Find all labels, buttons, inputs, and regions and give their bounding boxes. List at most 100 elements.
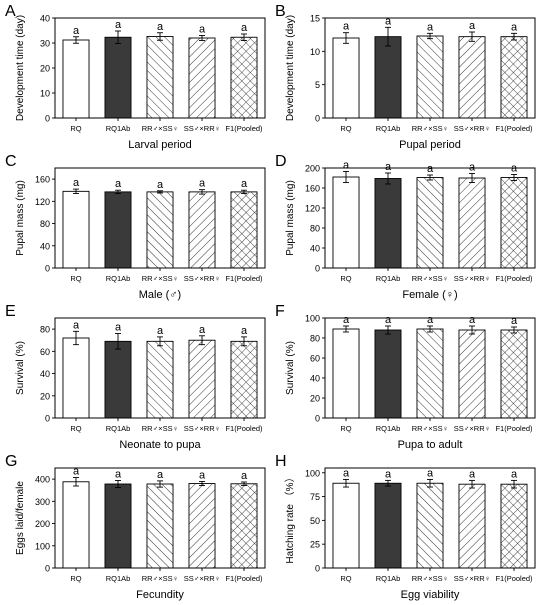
significance-letter: a bbox=[427, 314, 434, 326]
bar bbox=[416, 328, 444, 419]
bar bbox=[374, 329, 402, 419]
y-tick-label: 40 bbox=[40, 14, 50, 24]
bar bbox=[500, 329, 528, 419]
y-tick-label: 80 bbox=[40, 325, 50, 335]
y-tick-label: 10 bbox=[40, 89, 50, 99]
significance-letter: a bbox=[73, 25, 80, 37]
y-tick-label: 80 bbox=[310, 334, 320, 344]
x-tick-label: SS♂×RR♀ bbox=[454, 274, 490, 283]
y-tick-label: 60 bbox=[310, 354, 320, 364]
x-tick-label: RQ1Ab bbox=[376, 274, 401, 283]
panel-label: F bbox=[275, 303, 285, 320]
bar bbox=[62, 337, 90, 419]
x-axis-label: Pupa to adult bbox=[398, 439, 463, 451]
y-tick-label: 15 bbox=[310, 14, 320, 24]
y-tick-label: 80 bbox=[40, 219, 50, 229]
x-tick-label: RQ bbox=[70, 574, 81, 583]
bar bbox=[230, 191, 258, 269]
y-tick-label: 60 bbox=[40, 347, 50, 357]
bar bbox=[146, 191, 174, 269]
x-tick-label: RQ bbox=[340, 574, 351, 583]
chart-panel-g: Ga RQ a RQ1Ab a RR♂×SS♀ a SS♂×RR♀ a F1(Pooled) 0 10… bbox=[5, 453, 266, 601]
bar bbox=[104, 36, 132, 119]
y-axis-label: Pupal mass (mg) bbox=[15, 180, 26, 256]
x-tick-label: SS♂×RR♀ bbox=[454, 424, 490, 433]
significance-letter: a bbox=[427, 21, 434, 33]
x-tick-label: SS♂×RR♀ bbox=[184, 124, 220, 133]
significance-letter: a bbox=[241, 22, 248, 34]
bar bbox=[332, 328, 360, 419]
plot-frame bbox=[324, 167, 536, 269]
y-tick-label: 0 bbox=[315, 114, 320, 124]
x-tick-label: F1(Pooled) bbox=[225, 574, 263, 583]
bar bbox=[230, 483, 258, 569]
y-axis-label: Development time (day) bbox=[15, 15, 26, 121]
y-tick-label: 5 bbox=[315, 80, 320, 90]
chart-panel-a: Aa RQ a RQ1Ab a RR♂×SS♀ a SS♂×RR♀ a F1(Pooled) 0 10… bbox=[5, 3, 266, 151]
bar bbox=[416, 177, 444, 269]
x-tick-label: RQ1Ab bbox=[106, 424, 131, 433]
bar bbox=[62, 190, 90, 269]
bar bbox=[188, 37, 216, 119]
significance-letter: a bbox=[385, 15, 392, 27]
bar bbox=[416, 482, 444, 569]
significance-letter: a bbox=[511, 315, 518, 327]
x-tick-label: RR♂×SS♀ bbox=[412, 574, 448, 583]
bar bbox=[458, 36, 486, 119]
y-tick-label: 0 bbox=[315, 264, 320, 274]
bar bbox=[188, 483, 216, 569]
bar bbox=[62, 39, 90, 119]
x-tick-label: RQ1Ab bbox=[376, 574, 401, 583]
significance-letter: a bbox=[115, 19, 122, 31]
significance-letter: a bbox=[157, 325, 164, 337]
bar bbox=[188, 339, 216, 419]
bar bbox=[104, 340, 132, 419]
x-tick-label: RQ bbox=[340, 124, 351, 133]
x-tick-label: RQ bbox=[70, 124, 81, 133]
y-tick-label: 25 bbox=[310, 540, 320, 550]
x-tick-label: F1(Pooled) bbox=[495, 574, 533, 583]
significance-letter: a bbox=[115, 178, 122, 190]
y-tick-label: 0 bbox=[315, 414, 320, 424]
x-tick-label: SS♂×RR♀ bbox=[184, 274, 220, 283]
x-tick-label: RR♂×SS♀ bbox=[142, 574, 178, 583]
y-axis-label: Hatching rate （%） bbox=[284, 472, 296, 563]
plot-frame bbox=[324, 467, 536, 569]
panel-label: D bbox=[275, 153, 287, 170]
y-axis-label: Pupal mass (mg) bbox=[285, 180, 296, 256]
significance-letter: a bbox=[427, 163, 434, 175]
bar bbox=[332, 37, 360, 119]
panel-label: C bbox=[5, 153, 17, 170]
x-tick-label: F1(Pooled) bbox=[495, 274, 533, 283]
panel-label: H bbox=[275, 453, 287, 470]
y-tick-label: 160 bbox=[305, 184, 320, 194]
significance-letter: a bbox=[343, 21, 350, 33]
y-tick-label: 20 bbox=[40, 64, 50, 74]
y-tick-label: 200 bbox=[305, 164, 320, 174]
panel-label: E bbox=[5, 303, 16, 320]
x-tick-label: RR♂×SS♀ bbox=[142, 274, 178, 283]
x-tick-label: RR♂×SS♀ bbox=[412, 424, 448, 433]
x-tick-label: SS♂×RR♀ bbox=[454, 124, 490, 133]
y-tick-label: 30 bbox=[40, 39, 50, 49]
x-tick-label: RQ bbox=[340, 424, 351, 433]
y-tick-label: 0 bbox=[45, 264, 50, 274]
x-tick-label: RQ1Ab bbox=[376, 424, 401, 433]
x-tick-label: F1(Pooled) bbox=[225, 424, 263, 433]
bar bbox=[188, 191, 216, 269]
x-axis-label: Pupal period bbox=[399, 139, 461, 151]
x-tick-label: RQ bbox=[70, 274, 81, 283]
y-axis-label: Survival (%) bbox=[285, 341, 296, 395]
significance-letter: a bbox=[199, 324, 206, 336]
y-tick-label: 40 bbox=[310, 244, 320, 254]
x-axis-label: Neonate to pupa bbox=[119, 439, 201, 451]
x-tick-label: RQ bbox=[340, 274, 351, 283]
x-tick-label: F1(Pooled) bbox=[225, 274, 263, 283]
bar bbox=[500, 177, 528, 269]
y-axis-label: Development time (day) bbox=[285, 15, 296, 121]
x-tick-label: RQ1Ab bbox=[106, 274, 131, 283]
x-tick-label: F1(Pooled) bbox=[225, 124, 263, 133]
panel-label: G bbox=[5, 453, 17, 470]
x-tick-label: RR♂×SS♀ bbox=[142, 424, 178, 433]
panel-label: A bbox=[5, 3, 16, 20]
